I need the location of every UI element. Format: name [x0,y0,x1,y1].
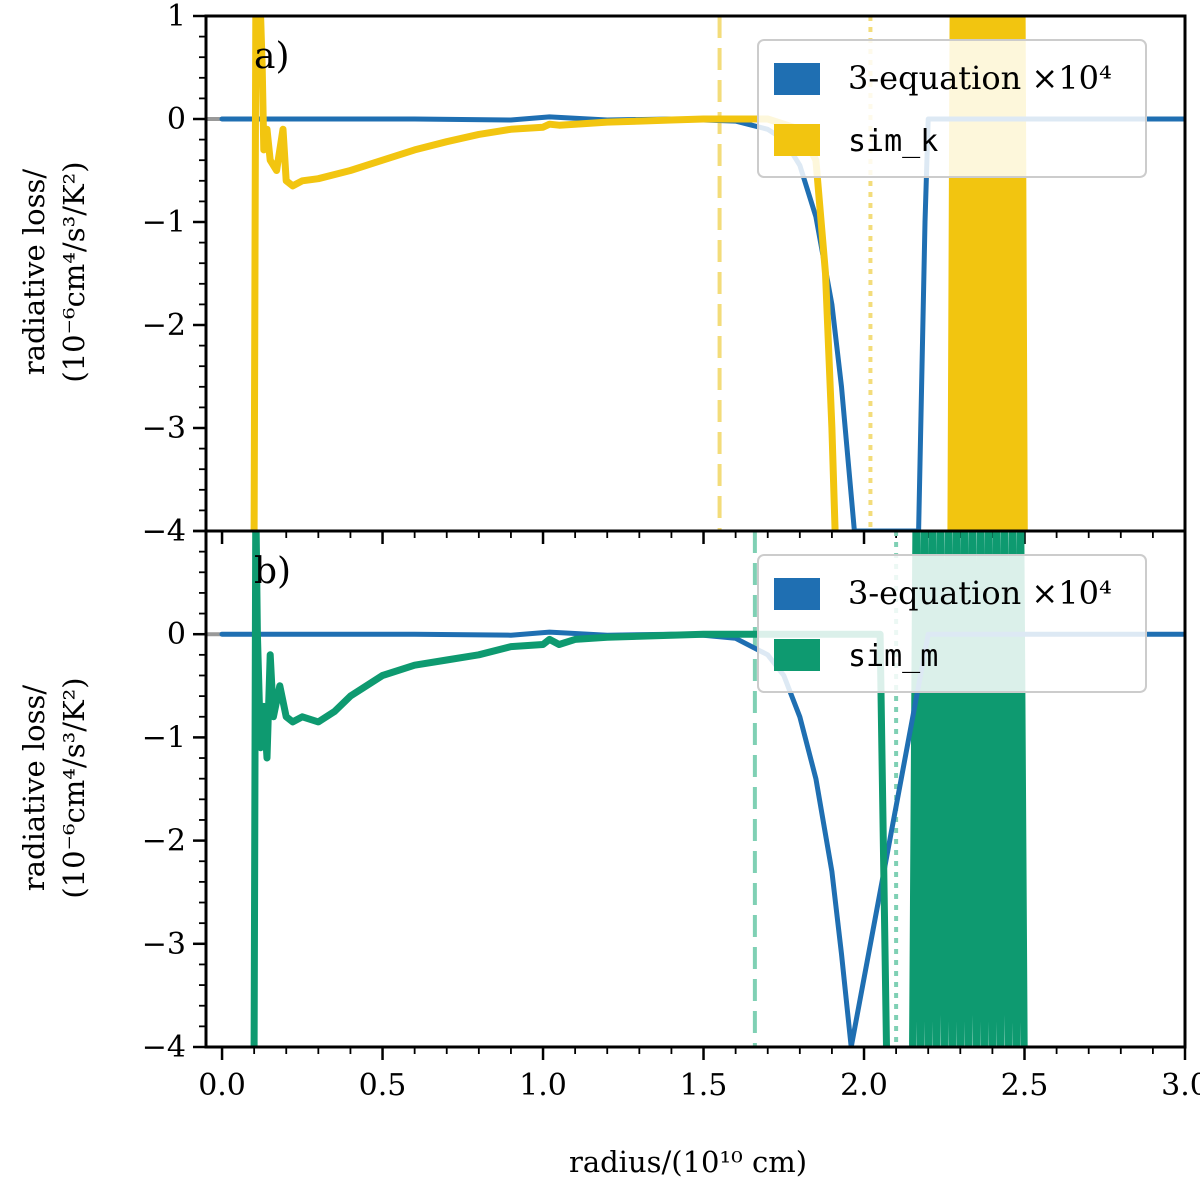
panel-1-xtick-label-2: 1.0 [519,1068,567,1103]
panel-1-ytick-label-5: −4 [142,1030,186,1065]
panel-b-label: b) [254,551,291,592]
panel-1-xtick-label-5: 2.5 [1001,1068,1049,1103]
panel-b-legend-box [757,554,1147,693]
panel-a-legend-box [757,39,1147,178]
panel-1-xtick-label-3: 1.5 [680,1068,728,1103]
panel-0-series-0 [219,114,1185,531]
panel-1-series-1 [250,531,890,1047]
panel-1-xtick-label-0: 0.0 [198,1068,246,1103]
panel-b-legend-swatch-1 [774,578,820,610]
panel-a-legend-label-2: sim_k [848,124,938,159]
panel-0-series-1 [250,16,839,531]
panel-b-legend-label-2: sim_m [848,639,938,674]
panel-0-ytick-label-1: 0 [167,102,186,137]
panel-1-xtick-label-6: 3.0 [1161,1068,1200,1103]
panel-1-ytick-label-3: −2 [142,824,186,859]
panel-1-xtick-label-4: 2.0 [840,1068,888,1103]
panel-b-legend-label-1: 3-equation ×10⁴ [848,574,1112,612]
panel-a-legend-label-1: 3-equation ×10⁴ [848,59,1112,97]
panel-b-ticks: 0.0 0.5 1.0 1.5 2.0 2.5 3.0 −4 0 −1 −2 −3 −4 [142,514,1200,1103]
panel-a-legend-swatch-2 [774,124,820,156]
panel-b-frame [204,529,1187,1049]
panel-1-ytick-label-1: 0 [167,617,186,652]
panel-a-legend-swatch-1 [774,63,820,95]
panel-a-label: a) [254,36,290,77]
panel-0-ytick-label-0: 1 [167,0,186,34]
panel-a-ylabel-line2: (10⁻⁶cm⁴/s³/K²) [57,161,91,382]
panel-0-ytick-label-5: −4 [142,514,186,549]
panel-0-ytick-label-4: −3 [142,411,186,446]
panel-b-ylabel-line2: (10⁻⁶cm⁴/s³/K²) [57,677,91,898]
panel-a: 1 0 −1 −2 −3 −4 a) radiative loss/ (10⁻⁶cm⁴/s… [17,0,1187,549]
panel-1-ytick-label-4: −3 [142,927,186,962]
panel-b: 0.0 0.5 1.0 1.5 2.0 2.5 3.0 −4 0 −1 −2 −3 −4 b) radi… [17,514,1200,1179]
panel-b-legend: 3-equation ×10⁴ sim_m [757,554,1147,693]
panel-1-xtick-label-1: 0.5 [359,1068,407,1103]
panel-1-ytick-label-2: −1 [142,720,186,755]
panel-0-ytick-label-2: −1 [142,205,186,240]
panel-0-ytick-label-3: −2 [142,308,186,343]
panel-b-ylabel-line1: radiative loss/ [17,685,51,891]
panel-1-ytick-label-0: −4 [142,514,186,549]
x-axis-title: radius/(10¹⁰ cm) [569,1145,807,1179]
panel-1-series-0 [219,629,1185,1047]
panel-b-legend-swatch-2 [774,639,820,671]
panel-a-ylabel-line1: radiative loss/ [17,169,51,375]
panel-a-legend: 3-equation ×10⁴ sim_k [757,39,1147,178]
